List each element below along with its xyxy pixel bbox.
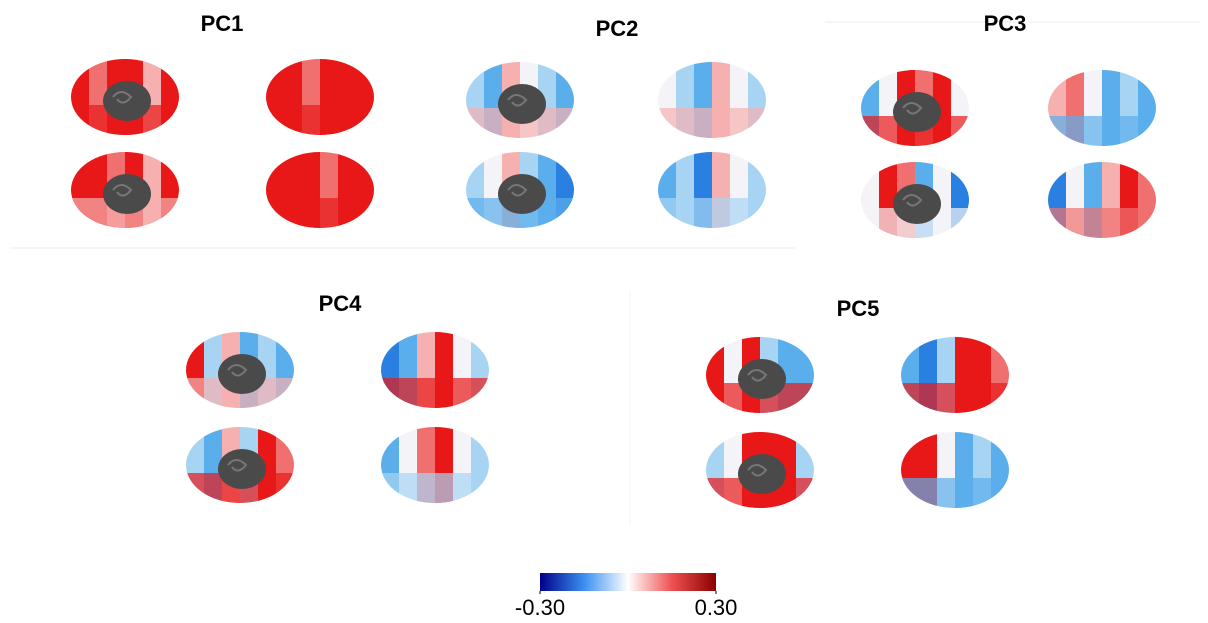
brain — [381, 425, 490, 505]
brain — [658, 150, 767, 230]
brain — [1048, 68, 1157, 148]
brain-region — [466, 60, 485, 140]
brain-region — [276, 425, 295, 505]
brain-region — [658, 108, 766, 138]
brain — [901, 335, 1010, 415]
brain-region — [161, 150, 180, 230]
brain-region — [901, 478, 1009, 508]
brain-region — [381, 330, 400, 410]
colorbar-label: -0.30 — [515, 595, 565, 620]
brain-region — [161, 57, 180, 137]
brain-region — [1138, 68, 1157, 148]
brain-region — [796, 430, 815, 510]
brain-region — [71, 57, 90, 137]
brain-region — [991, 335, 1010, 415]
brain-region — [991, 430, 1010, 510]
colorbar — [540, 573, 716, 591]
brain-region — [748, 60, 767, 140]
brain-region — [901, 335, 920, 415]
brain — [658, 60, 767, 140]
panel-title: PC5 — [837, 296, 880, 321]
brain-region — [1048, 160, 1067, 240]
brain-region — [796, 335, 815, 415]
brain-region — [266, 150, 285, 230]
brain-region — [901, 430, 920, 510]
brain-region — [71, 150, 90, 230]
brain — [381, 330, 490, 410]
brain-region — [1138, 160, 1157, 240]
brain-region — [556, 60, 575, 140]
brain-region — [951, 160, 970, 240]
brain-region — [186, 330, 205, 410]
brain-region — [266, 198, 374, 228]
brain-region — [266, 105, 374, 135]
colorbar-label: 0.30 — [695, 595, 738, 620]
brain-region — [748, 150, 767, 230]
brain-region — [1048, 208, 1156, 238]
brain-region — [356, 150, 375, 230]
brain-region — [658, 150, 677, 230]
brain-region — [861, 160, 880, 240]
brain-region — [381, 378, 489, 408]
figure: PC1 PC2 PC3 PC4 PC5 -0.30 0.30 — [0, 0, 1208, 623]
panel-title: PC2 — [596, 16, 639, 41]
brain — [1048, 160, 1157, 240]
brain-region — [266, 57, 285, 137]
brain-region — [951, 68, 970, 148]
panel-title: PC3 — [984, 11, 1027, 36]
brain-region — [706, 430, 725, 510]
panel-title: PC4 — [319, 291, 363, 316]
brain — [901, 430, 1010, 510]
brain-region — [276, 330, 295, 410]
brain-region — [556, 150, 575, 230]
brain-region — [471, 330, 490, 410]
brain-region — [186, 425, 205, 505]
brain-region — [1048, 116, 1156, 146]
brain-region — [706, 335, 725, 415]
brain-region — [861, 68, 880, 148]
brain-region — [1048, 68, 1067, 148]
brain-region — [381, 425, 400, 505]
panel-title: PC1 — [201, 11, 244, 36]
brain — [266, 57, 375, 137]
brain-region — [901, 383, 1009, 413]
brain-region — [658, 60, 677, 140]
brain-maps: PC1 PC2 PC3 PC4 PC5 — [71, 11, 1157, 510]
brain-region — [356, 57, 375, 137]
brain-region — [658, 198, 766, 228]
brain — [266, 150, 375, 230]
brain-region — [381, 473, 489, 503]
brain-region — [471, 425, 490, 505]
brain-region — [466, 150, 485, 230]
